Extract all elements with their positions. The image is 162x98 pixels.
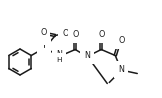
Text: O: O [72,30,78,39]
Text: O: O [40,28,46,37]
Text: O: O [98,30,104,39]
Text: O: O [118,36,124,45]
Text: OH: OH [62,29,74,38]
Text: N: N [118,65,124,74]
Text: H: H [57,57,62,63]
Text: ': ' [43,44,46,54]
Text: N: N [84,51,90,60]
Text: N: N [56,50,62,59]
